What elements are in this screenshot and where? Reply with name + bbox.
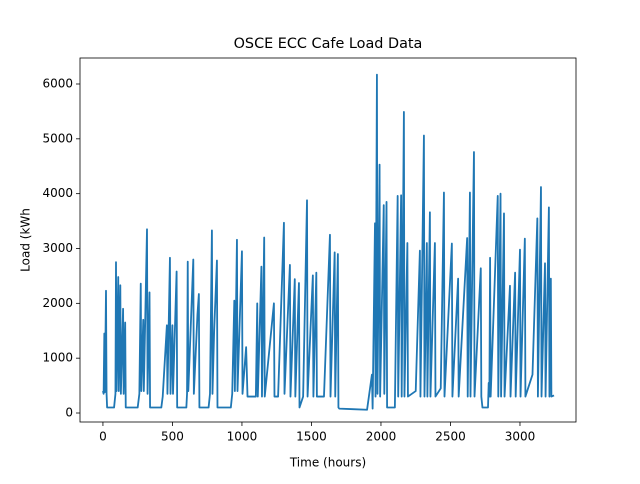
x-tick-label: 1500: [296, 430, 327, 444]
x-tick-label: 1000: [227, 430, 258, 444]
x-tick-label: 500: [161, 430, 184, 444]
y-tick-label: 3000: [42, 241, 73, 255]
x-tick-label: 0: [99, 430, 107, 444]
x-tick-label: 2000: [366, 430, 397, 444]
x-tick-label: 2500: [435, 430, 466, 444]
chart-title: OSCE ECC Cafe Load Data: [234, 36, 423, 52]
y-tick-label: 1000: [42, 351, 73, 365]
data-line: [102, 73, 555, 411]
x-tick-label: 3000: [505, 430, 536, 444]
plot-frame: [79, 57, 577, 423]
y-tick-label: 0: [65, 406, 73, 420]
y-tick-label: 2000: [42, 296, 73, 310]
y-tick-label: 5000: [42, 131, 73, 145]
y-tick-label: 4000: [42, 186, 73, 200]
y-axis-label: Load (kWh: [19, 208, 33, 272]
x-axis-label: Time (hours): [289, 456, 366, 470]
y-tick-label: 6000: [42, 76, 73, 90]
